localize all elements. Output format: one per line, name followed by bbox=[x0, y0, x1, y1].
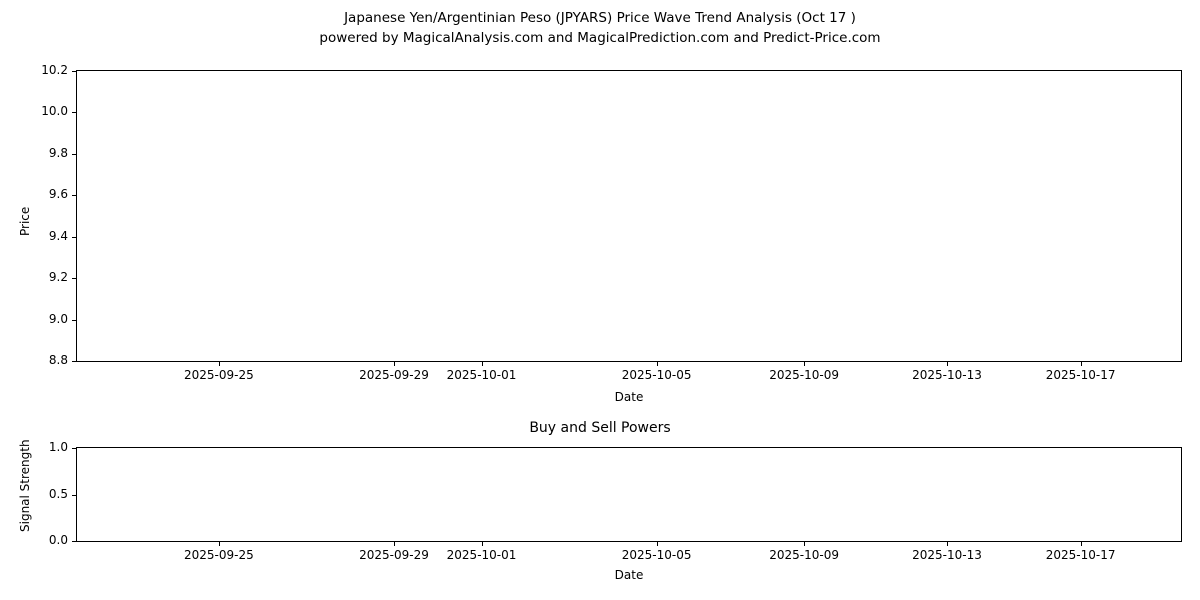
signal-x-tick-label: 2025-10-01 bbox=[446, 548, 517, 562]
price-y-tick-label: 10.0 bbox=[41, 104, 68, 119]
price-y-tick-mark bbox=[72, 319, 76, 321]
price-y-tick-mark bbox=[72, 112, 76, 114]
price-y-axis-label: Price bbox=[18, 206, 32, 236]
price-x-tick-label: 2025-10-13 bbox=[912, 368, 982, 382]
signal-chart-panel: MagicalAnalysis.com MagicalPrediction.co… bbox=[76, 447, 1182, 542]
price-chart-panel: MagicalAnalysis.com MagicalPrediction.co… bbox=[76, 70, 1182, 362]
price-panel-border bbox=[76, 70, 1182, 362]
price-x-tick-mark bbox=[1080, 362, 1082, 366]
price-x-tick-mark bbox=[481, 362, 483, 366]
signal-x-tick-label: 2025-09-29 bbox=[359, 548, 429, 562]
signal-chart-title: Buy and Sell Powers bbox=[529, 420, 671, 436]
title-block: Japanese Yen/Argentinian Peso (JPYARS) P… bbox=[0, 8, 1200, 48]
price-y-tick-label: 8.8 bbox=[48, 353, 68, 367]
signal-x-tick-label: 2025-10-13 bbox=[912, 548, 982, 562]
price-x-tick-label: 2025-10-09 bbox=[769, 368, 839, 382]
signal-y-tick-mark bbox=[72, 494, 76, 496]
signal-x-tick-mark bbox=[393, 542, 395, 546]
signal-x-tick-label: 2025-10-09 bbox=[769, 548, 839, 562]
price-x-tick-mark bbox=[393, 362, 395, 366]
price-y-tick-label: 9.0 bbox=[48, 311, 68, 326]
price-x-tick-label: 2025-09-29 bbox=[359, 368, 429, 382]
price-y-tick-label: 10.2 bbox=[41, 63, 68, 77]
price-y-tick-label: 9.4 bbox=[48, 228, 68, 243]
price-x-tick-label: 2025-09-25 bbox=[183, 368, 254, 382]
signal-y-tick-mark bbox=[72, 541, 76, 542]
price-x-tick-mark bbox=[656, 362, 658, 366]
price-y-tick-mark bbox=[72, 236, 76, 238]
signal-y-tick-label: 0.0 bbox=[48, 533, 68, 547]
price-x-tick-label: 2025-10-05 bbox=[621, 368, 692, 382]
signal-x-tick-mark bbox=[218, 542, 220, 546]
signal-x-tick-label: 2025-09-25 bbox=[183, 548, 254, 562]
page-subtitle: powered by MagicalAnalysis.com and Magic… bbox=[319, 30, 881, 46]
price-x-tick-label: 2025-10-17 bbox=[1045, 368, 1116, 382]
price-y-tick-mark bbox=[72, 278, 76, 280]
signal-x-tick-mark bbox=[656, 542, 658, 546]
signal-x-axis-label: Date bbox=[614, 568, 644, 582]
signal-y-axis-label: Signal Strength bbox=[18, 439, 32, 532]
signal-panel-border bbox=[76, 447, 1182, 542]
signal-x-tick-mark bbox=[1080, 542, 1082, 546]
price-y-tick-mark bbox=[72, 361, 76, 362]
price-x-tick-mark bbox=[946, 362, 948, 366]
price-y-tick-mark bbox=[72, 195, 76, 197]
price-x-axis-label: Date bbox=[614, 390, 644, 404]
signal-x-tick-mark bbox=[946, 542, 948, 546]
signal-x-tick-mark bbox=[481, 542, 483, 546]
price-y-tick-mark bbox=[72, 153, 76, 155]
page-title: Japanese Yen/Argentinian Peso (JPYARS) P… bbox=[344, 10, 856, 26]
signal-y-tick-label: 1.0 bbox=[48, 440, 68, 454]
signal-y-tick-label: 0.5 bbox=[48, 486, 68, 501]
signal-x-tick-mark bbox=[804, 542, 806, 546]
price-y-tick-mark bbox=[72, 71, 76, 72]
price-x-tick-mark bbox=[804, 362, 806, 366]
signal-x-tick-label: 2025-10-17 bbox=[1045, 548, 1116, 562]
price-x-tick-mark bbox=[218, 362, 220, 366]
signal-x-tick-label: 2025-10-05 bbox=[621, 548, 692, 562]
price-y-tick-label: 9.2 bbox=[48, 270, 68, 285]
price-x-tick-label: 2025-10-01 bbox=[446, 368, 517, 382]
price-y-tick-label: 9.8 bbox=[48, 145, 68, 160]
price-y-tick-label: 9.6 bbox=[48, 187, 68, 202]
signal-y-tick-mark bbox=[72, 448, 76, 449]
